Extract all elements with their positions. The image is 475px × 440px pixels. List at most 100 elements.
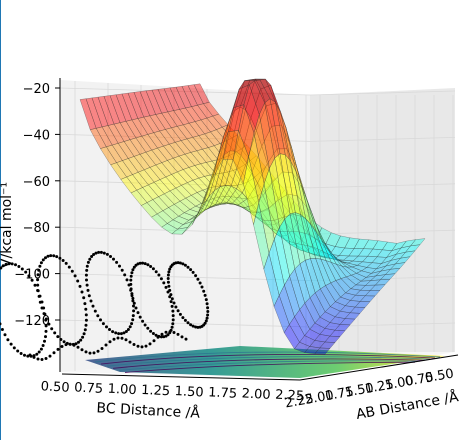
y-axis-ticks: 2.252.001.751.501.251.000.750.50	[284, 366, 455, 411]
trajectory-point	[154, 270, 158, 274]
trajectory-point	[27, 274, 31, 278]
trajectory-point	[90, 255, 94, 258]
trajectory-point	[186, 265, 190, 269]
z-tick-label: −40	[23, 128, 50, 143]
trajectory-point	[55, 255, 59, 259]
trajectory-point	[178, 261, 182, 265]
trajectory-point	[80, 348, 84, 352]
trajectory-point	[167, 284, 171, 288]
trajectory-point	[122, 331, 126, 335]
z-tick-label: −80	[23, 221, 50, 236]
trajectory-point	[41, 258, 45, 262]
y-tick-label: 1.25	[364, 377, 395, 397]
x-axis-ticks: 0.50 0.75 1.00 1.25 1.50 1.75 2.00 2.25	[40, 379, 304, 404]
contour-line	[100, 353, 436, 365]
trajectory-point	[138, 261, 142, 265]
trajectory-point	[200, 285, 204, 289]
trajectory-point	[132, 301, 136, 305]
trajectory-point	[120, 336, 124, 340]
trajectory-point	[81, 335, 85, 339]
trajectory-point	[141, 261, 145, 265]
z-grid-line	[59, 87, 311, 96]
trajectory-point	[59, 338, 63, 341]
trajectory-point	[101, 322, 105, 326]
y-tick-label: 0.50	[424, 366, 455, 386]
trajectory-point	[123, 273, 127, 277]
trajectory-point	[131, 296, 135, 300]
trajectory-point	[42, 312, 46, 316]
trajectory-point	[105, 325, 108, 329]
trajectory-point	[132, 309, 136, 313]
trajectory-point	[164, 330, 168, 334]
trajectory-point	[162, 335, 166, 339]
trajectory-point	[10, 262, 14, 266]
floor-contour-lines	[94, 351, 441, 373]
trajectory-point	[32, 355, 36, 359]
z-grid-line	[309, 183, 456, 189]
trajectory-point	[129, 287, 133, 291]
trajectory-point	[61, 259, 65, 262]
trajectory-point	[194, 274, 198, 278]
trajectory-point	[196, 325, 200, 329]
trajectory-point	[14, 263, 17, 267]
trajectory-point	[108, 340, 112, 344]
trajectory-point	[89, 299, 93, 303]
trajectory-point	[129, 278, 133, 282]
trajectory-point	[172, 301, 176, 305]
trajectory-point	[44, 317, 48, 321]
trajectory-point	[171, 314, 175, 318]
trajectory-point	[37, 350, 41, 354]
trajectory-point	[171, 309, 175, 313]
z-grid-line	[309, 322, 456, 328]
trajectory-point	[171, 318, 175, 322]
trajectory-point	[162, 281, 166, 285]
trajectory-point	[46, 254, 50, 258]
contour-line	[112, 358, 426, 369]
trajectory-point	[4, 262, 8, 266]
trajectory-point	[194, 325, 198, 329]
trajectory-point	[36, 283, 40, 287]
trajectory-point	[39, 347, 43, 351]
trajectory-point	[146, 326, 150, 330]
trajectory-point	[176, 309, 180, 313]
trajectory-point	[80, 290, 84, 294]
trajectory-point	[67, 265, 71, 269]
x-tick-label: 1.25	[141, 383, 171, 399]
x-axis-line	[61, 373, 301, 381]
trajectory-point	[99, 250, 103, 254]
trajectory-point	[40, 306, 44, 310]
trajectory-point	[100, 347, 104, 350]
trajectory-point	[170, 297, 174, 301]
trajectory-point	[0, 266, 3, 270]
trajectory-point	[154, 333, 158, 337]
trajectory-point	[141, 319, 145, 323]
trajectory-point	[151, 332, 155, 335]
trajectory-point	[114, 331, 118, 335]
x-tick-label: 0.75	[74, 380, 104, 396]
trajectory-point	[181, 316, 185, 320]
trajectory-point	[94, 251, 98, 255]
trajectory-point	[9, 342, 13, 346]
z-tick-label: −20	[23, 82, 50, 97]
trajectory-point	[47, 322, 51, 326]
trajectory-point	[85, 268, 89, 272]
trajectory-point	[74, 342, 78, 346]
trajectory-point	[176, 261, 180, 265]
trajectory-point	[40, 358, 44, 361]
trajectory-point	[166, 277, 170, 280]
z-grid-line	[309, 276, 456, 281]
trajectory-point	[198, 325, 202, 329]
trajectory-point	[44, 329, 48, 333]
trajectory-point	[191, 270, 195, 274]
trajectory-point	[84, 323, 88, 327]
trajectory-point	[17, 265, 21, 268]
trajectory-point	[88, 351, 92, 355]
trajectory-point	[85, 278, 88, 282]
trajectory-point	[131, 268, 135, 272]
trajectory-point	[124, 330, 128, 333]
x-axis-label: BC Distance /Å	[96, 399, 201, 421]
x-tick-label: 2.25	[275, 388, 305, 404]
trajectory-point	[204, 319, 208, 323]
trajectory-point	[68, 342, 72, 346]
trajectory-point	[205, 302, 209, 306]
